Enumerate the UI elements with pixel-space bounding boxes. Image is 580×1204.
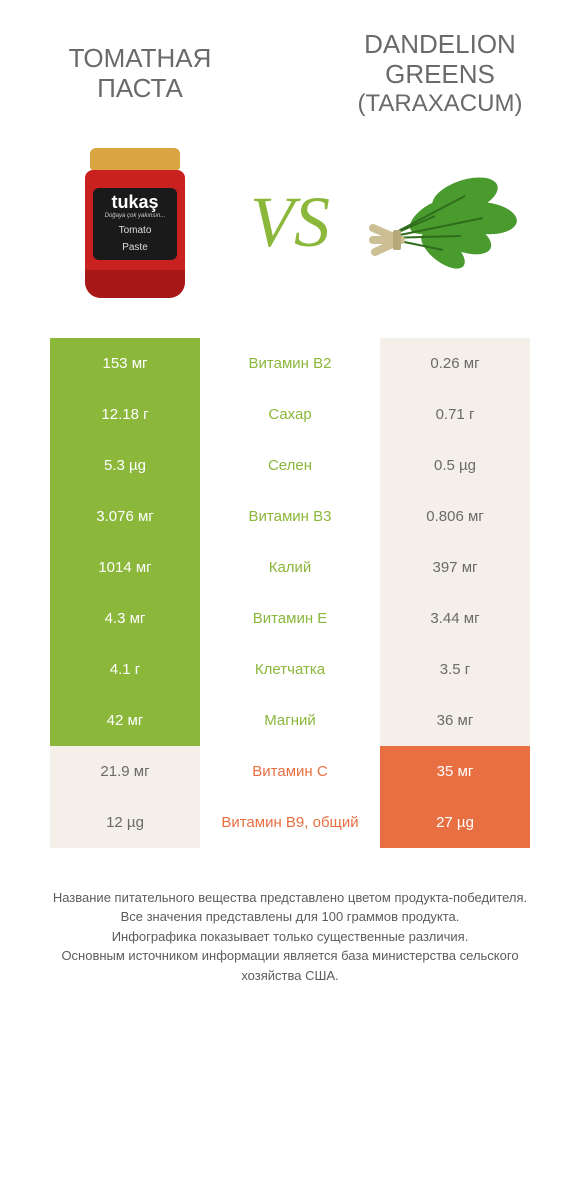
- nutrient-name: Витамин B9, общий: [200, 797, 380, 848]
- left-value: 3.076 мг: [50, 491, 200, 542]
- left-value: 4.3 мг: [50, 593, 200, 644]
- product-left: tukaş Doğaya çok yakınsın... Tomato Past…: [50, 138, 220, 308]
- vs-label: VS: [250, 181, 330, 264]
- right-value: 0.26 мг: [380, 338, 530, 389]
- title-left: ТОМАТНАЯ ПАСТА: [40, 44, 240, 104]
- left-value: 5.3 µg: [50, 440, 200, 491]
- right-title-sub: (TARAXACUM): [340, 90, 540, 118]
- right-value: 0.5 µg: [380, 440, 530, 491]
- nutrient-name: Калий: [200, 542, 380, 593]
- nutrient-name: Витамин B3: [200, 491, 380, 542]
- nutrient-name: Селен: [200, 440, 380, 491]
- left-value: 1014 мг: [50, 542, 200, 593]
- nutrient-name: Витамин C: [200, 746, 380, 797]
- nutrient-table: 153 мгВитамин B20.26 мг12.18 гСахар0.71 …: [50, 338, 530, 848]
- right-value: 36 мг: [380, 695, 530, 746]
- images-row: tukaş Doğaya çok yakınsın... Tomato Past…: [0, 128, 580, 328]
- left-value: 4.1 г: [50, 644, 200, 695]
- left-value: 12 µg: [50, 797, 200, 848]
- table-row: 153 мгВитамин B20.26 мг: [50, 338, 530, 389]
- jar-brand: tukaş: [93, 192, 177, 213]
- footer-line-4: Основным источником информации является …: [40, 946, 540, 985]
- footer-line-2: Все значения представлены для 100 граммо…: [40, 907, 540, 927]
- right-value: 27 µg: [380, 797, 530, 848]
- table-row: 12 µgВитамин B9, общий27 µg: [50, 797, 530, 848]
- table-row: 5.3 µgСелен0.5 µg: [50, 440, 530, 491]
- table-row: 4.3 мгВитамин E3.44 мг: [50, 593, 530, 644]
- right-value: 3.44 мг: [380, 593, 530, 644]
- left-value: 21.9 мг: [50, 746, 200, 797]
- table-row: 3.076 мгВитамин B30.806 мг: [50, 491, 530, 542]
- footer-line-1: Название питательного вещества представл…: [40, 888, 540, 908]
- table-row: 1014 мгКалий397 мг: [50, 542, 530, 593]
- right-value: 0.71 г: [380, 389, 530, 440]
- table-row: 42 мгМагний36 мг: [50, 695, 530, 746]
- table-row: 21.9 мгВитамин C35 мг: [50, 746, 530, 797]
- nutrient-name: Клетчатка: [200, 644, 380, 695]
- jar-product-line1: Tomato: [93, 225, 177, 236]
- table-row: 12.18 гСахар0.71 г: [50, 389, 530, 440]
- nutrient-name: Сахар: [200, 389, 380, 440]
- title-right: DANDELION GREENS (TARAXACUM): [340, 30, 540, 118]
- right-value: 397 мг: [380, 542, 530, 593]
- right-title-line2: GREENS: [340, 60, 540, 90]
- right-value: 3.5 г: [380, 644, 530, 695]
- nutrient-name: Витамин E: [200, 593, 380, 644]
- nutrient-name: Магний: [200, 695, 380, 746]
- left-title-line1: ТОМАТНАЯ: [40, 44, 240, 74]
- jar-tagline: Doğaya çok yakınsın...: [93, 213, 177, 219]
- right-value: 35 мг: [380, 746, 530, 797]
- footer: Название питательного вещества представл…: [40, 888, 540, 986]
- right-value: 0.806 мг: [380, 491, 530, 542]
- product-right: [360, 138, 530, 308]
- jar-product-line2: Paste: [93, 242, 177, 253]
- left-value: 42 мг: [50, 695, 200, 746]
- footer-line-3: Инфографика показывает только существенн…: [40, 927, 540, 947]
- right-title-line1: DANDELION: [340, 30, 540, 60]
- tomato-paste-jar-icon: tukaş Doğaya çok yakınsın... Tomato Past…: [85, 148, 185, 298]
- left-value: 12.18 г: [50, 389, 200, 440]
- dandelion-greens-icon: [365, 168, 525, 278]
- nutrient-name: Витамин B2: [200, 338, 380, 389]
- left-title-line2: ПАСТА: [40, 74, 240, 104]
- table-row: 4.1 гКлетчатка3.5 г: [50, 644, 530, 695]
- header: ТОМАТНАЯ ПАСТА DANDELION GREENS (TARAXAC…: [0, 0, 580, 128]
- left-value: 153 мг: [50, 338, 200, 389]
